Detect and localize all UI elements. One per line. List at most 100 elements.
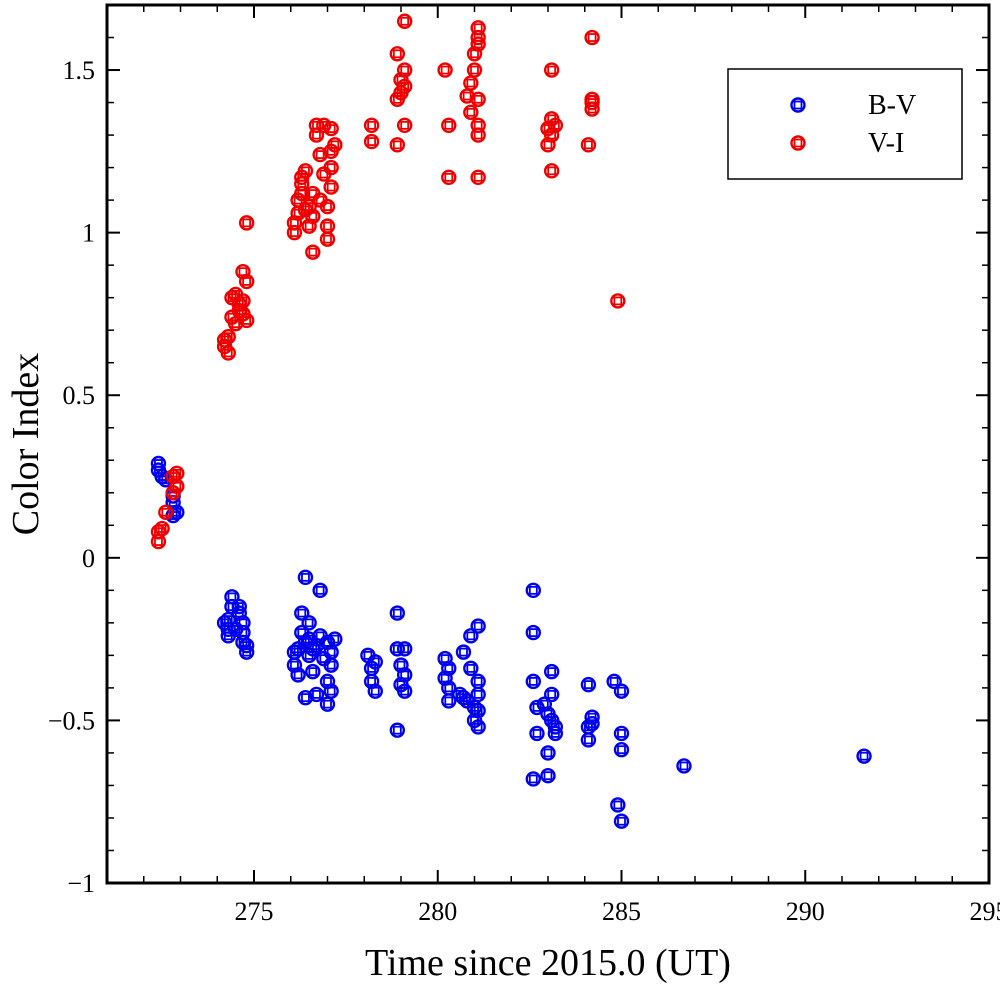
data-point-square (326, 163, 336, 172)
data-point-square (400, 644, 410, 654)
data-point-circle (580, 732, 597, 748)
data-point-square (532, 729, 542, 738)
legend-item-bv: B-V (790, 90, 916, 121)
data-point-circle (610, 293, 626, 309)
data-point-square (617, 816, 626, 826)
data-point-square (400, 65, 410, 75)
data-point (308, 127, 325, 143)
data-point-circle (584, 29, 600, 46)
data-point (297, 163, 314, 179)
data-point-square (392, 49, 402, 59)
data-point-circle (389, 46, 406, 62)
data-point-circle (323, 683, 339, 699)
data-point (580, 732, 597, 748)
data-point (463, 104, 479, 121)
data-point-square (609, 676, 619, 686)
series-v-i (150, 13, 626, 550)
data-point-square (323, 221, 332, 231)
data-point (470, 20, 486, 36)
data-point-circle (676, 758, 692, 774)
data-point-circle (305, 663, 321, 680)
data-point (540, 745, 556, 761)
data-point-circle (323, 159, 339, 176)
legend-marker-vi-inner (793, 138, 803, 148)
data-point (610, 293, 626, 309)
data-point (470, 673, 486, 690)
data-point-square (473, 130, 483, 140)
data-point (543, 663, 560, 680)
data-point-square (172, 481, 182, 491)
data-point-square (617, 745, 626, 755)
data-point-square (444, 120, 454, 130)
data-point (308, 686, 325, 703)
data-point-circle (613, 741, 630, 758)
data-point-circle (301, 615, 317, 631)
data-point (169, 478, 185, 494)
data-point-circle (389, 722, 406, 738)
data-point-square (223, 348, 233, 358)
data-point-circle (441, 693, 457, 709)
data-point-circle (437, 62, 453, 78)
data-point-circle (547, 725, 564, 742)
data-point-square (547, 65, 557, 75)
data-point-square (550, 120, 560, 130)
data-point-circle (312, 582, 328, 599)
data-point (238, 273, 255, 290)
data-point (290, 667, 306, 683)
data-point-square (242, 316, 252, 325)
data-point-square (315, 150, 325, 159)
data-point-square (528, 774, 538, 784)
data-point (319, 696, 336, 712)
data-point-circle (238, 312, 255, 329)
data-point-circle (323, 657, 339, 673)
data-point-circle (470, 618, 486, 634)
data-point (323, 159, 339, 176)
data-point-square (547, 667, 557, 677)
data-point (238, 644, 255, 660)
data-point-circle (363, 133, 380, 150)
data-point-square (301, 166, 310, 176)
data-point (238, 215, 255, 231)
data-point-circle (470, 20, 486, 36)
data-point-square (242, 218, 252, 228)
data-point (547, 725, 564, 742)
data-point-square (528, 676, 538, 686)
data-point-circle (235, 293, 251, 309)
x-tick-label: 275 (235, 897, 274, 926)
data-point-square (444, 172, 454, 182)
data-point-square (301, 693, 310, 703)
data-point-square (157, 524, 167, 533)
legend-item-vi: V-I (790, 128, 904, 159)
data-point-circle (470, 91, 486, 108)
data-point (363, 133, 380, 150)
data-point-circle (470, 36, 486, 52)
data-point-circle (319, 198, 336, 215)
data-point-square (613, 296, 623, 306)
data-point-square (444, 683, 454, 693)
data-point-circle (220, 345, 236, 361)
data-point-circle (396, 62, 413, 78)
data-point-circle (367, 654, 383, 670)
data-point-square (242, 277, 252, 286)
data-point-square (308, 211, 318, 221)
data-point (323, 683, 339, 699)
data-point-circle (543, 163, 560, 179)
data-point-circle (238, 273, 255, 290)
data-point-square (312, 689, 321, 699)
tick-labels: 275 280 285 290 295 −1 −0.5 0 0.5 1 1.5 (48, 56, 1000, 926)
data-point (610, 797, 626, 813)
data-point-square (462, 91, 472, 101)
data-point-circle (305, 244, 321, 260)
data-point-circle (389, 641, 406, 657)
data-point-square (323, 234, 332, 244)
data-point (327, 137, 343, 153)
data-point-circle (525, 624, 541, 641)
data-point-square (326, 182, 336, 192)
data-point-circle (396, 13, 413, 29)
data-point (580, 137, 597, 153)
data-point-circle (463, 104, 479, 121)
data-point (319, 198, 336, 215)
data-point-square (617, 686, 626, 696)
y-tick-label: 0.5 (63, 381, 96, 410)
